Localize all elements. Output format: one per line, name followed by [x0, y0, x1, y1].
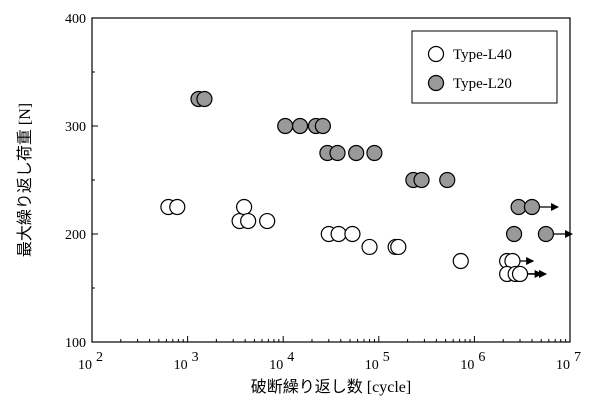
x-tick-base: 10	[269, 358, 283, 373]
y-axis-title: 最大繰り返し荷重 [N]	[16, 103, 34, 257]
data-point-l40	[452, 252, 469, 270]
data-point-l20	[413, 171, 430, 189]
x-tick-label: 10 2	[78, 350, 103, 373]
x-tick-label: 10 3	[174, 350, 199, 373]
data-point-l40	[236, 198, 253, 216]
data-point-l40	[344, 225, 361, 243]
axis-ticks: 100 200 300 400 10 2 10 3 10 4 10 5 10 6 10 7	[65, 12, 581, 373]
legend: Type-L40 Type-L20	[411, 30, 558, 104]
y-tick-label: 400	[65, 12, 86, 27]
data-point-l40	[361, 238, 378, 256]
x-tick-label: 10 6	[460, 350, 485, 373]
data-point-l20	[505, 225, 523, 243]
legend-label-l40: Type-L40	[453, 47, 512, 63]
data-point-l40	[330, 225, 347, 243]
x-tick-label: 10 7	[556, 350, 581, 373]
x-tick-base: 10	[460, 358, 474, 373]
x-tick-label: 10 5	[365, 350, 390, 373]
data-point-l40	[240, 212, 257, 230]
data-point-l20	[537, 225, 555, 243]
legend-label-l20: Type-L20	[453, 76, 512, 92]
x-tick-exp: 2	[96, 350, 103, 365]
data-point-l40	[259, 212, 276, 230]
data-point-l20	[277, 117, 294, 135]
x-tick-base: 10	[365, 358, 379, 373]
data-point-l20	[196, 90, 213, 108]
data-point-l20	[510, 198, 527, 216]
y-tick-label: 200	[65, 228, 86, 243]
y-tick-label: 100	[65, 336, 86, 351]
data-point-l20	[329, 144, 346, 162]
x-tick-exp: 6	[478, 350, 485, 365]
data-point-l20	[366, 144, 383, 162]
data-point-l20	[348, 144, 365, 162]
y-tick-label: 300	[65, 120, 86, 135]
legend-marker-l40	[427, 45, 445, 63]
data-points	[160, 90, 573, 283]
x-tick-exp: 5	[383, 350, 390, 365]
x-tick-base: 10	[556, 358, 570, 373]
data-point-l20	[523, 198, 541, 216]
legend-marker-l20	[427, 74, 445, 92]
x-tick-base: 10	[174, 358, 188, 373]
data-point-l40	[169, 198, 186, 216]
data-point-l20	[314, 117, 331, 135]
legend-box	[411, 30, 558, 104]
x-tick-exp: 3	[192, 350, 199, 365]
x-axis-title: 破断繰り返し数 [cycle]	[251, 378, 411, 396]
data-point-l20	[291, 117, 309, 135]
x-tick-exp: 4	[287, 350, 294, 365]
data-point-l40	[511, 265, 529, 283]
data-point-l40	[390, 238, 407, 256]
x-tick-exp: 7	[574, 350, 581, 365]
x-tick-base: 10	[78, 358, 92, 373]
data-point-l20	[439, 171, 456, 189]
x-tick-label: 10 4	[269, 350, 294, 373]
